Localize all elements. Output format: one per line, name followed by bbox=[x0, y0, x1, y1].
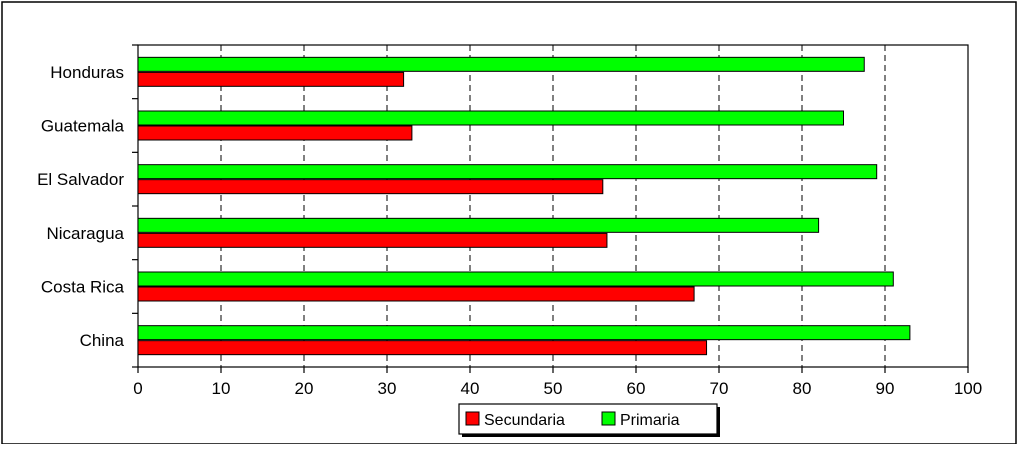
x-tick-label: 30 bbox=[378, 379, 397, 398]
x-tick-label: 100 bbox=[954, 379, 982, 398]
bar-secundaria bbox=[137, 340, 708, 356]
x-tick-label: 20 bbox=[295, 379, 314, 398]
bar-primaria bbox=[137, 110, 844, 126]
bar-secundaria bbox=[137, 232, 608, 248]
legend: Secundaria Primaria bbox=[458, 403, 720, 437]
x-tick-label: 10 bbox=[212, 379, 231, 398]
legend-label-primaria: Primaria bbox=[620, 412, 680, 429]
bar-primaria bbox=[137, 271, 894, 287]
legend-swatch-primaria bbox=[601, 411, 616, 426]
category-label: Nicaragua bbox=[47, 224, 125, 243]
bar-primaria bbox=[137, 164, 878, 180]
x-tick-label: 70 bbox=[710, 379, 729, 398]
category-label: Costa Rica bbox=[41, 278, 125, 297]
x-tick-label: 0 bbox=[133, 379, 142, 398]
legend-box bbox=[458, 403, 718, 435]
bar-secundaria bbox=[137, 125, 413, 141]
bar-primaria bbox=[137, 325, 911, 341]
x-tick-label: 40 bbox=[461, 379, 480, 398]
x-tick-label: 80 bbox=[793, 379, 812, 398]
category-label: China bbox=[80, 331, 125, 350]
grid-lines bbox=[220, 45, 886, 367]
category-label: Guatemala bbox=[41, 117, 125, 136]
category-label: Honduras bbox=[50, 63, 124, 82]
category-label: El Salvador bbox=[37, 170, 124, 189]
x-tick-label: 50 bbox=[544, 379, 563, 398]
bar-primaria bbox=[137, 56, 865, 72]
bar-secundaria bbox=[137, 71, 405, 87]
legend-swatch-secundaria bbox=[465, 411, 480, 426]
bar-secundaria bbox=[137, 179, 604, 195]
axes: Honduras Guatemala El Salvador Nicaragua Cos… bbox=[37, 44, 982, 398]
bar-secundaria bbox=[137, 286, 695, 302]
bar-primaria bbox=[137, 217, 820, 233]
legend-label-secundaria: Secundaria bbox=[484, 412, 565, 429]
x-tick-label: 90 bbox=[876, 379, 895, 398]
x-tick-label: 60 bbox=[627, 379, 646, 398]
bars bbox=[137, 56, 911, 356]
